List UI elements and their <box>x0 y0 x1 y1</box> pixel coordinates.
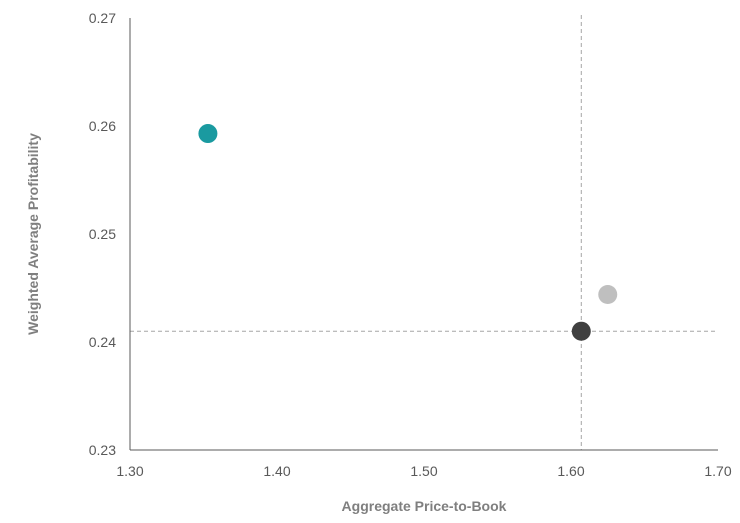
y-tick-label: 0.26 <box>89 118 116 134</box>
data-point <box>198 124 218 144</box>
y-tick-label: 0.25 <box>89 226 116 242</box>
y-tick-label: 0.23 <box>89 442 116 458</box>
y-axis-title: Weighted Average Profitability <box>25 133 41 335</box>
x-tick-label: 1.70 <box>704 463 731 479</box>
x-tick-label: 1.50 <box>410 463 437 479</box>
y-tick-label: 0.27 <box>89 10 116 26</box>
y-tick-label: 0.24 <box>89 334 116 350</box>
data-point <box>571 321 591 341</box>
x-tick-label: 1.60 <box>557 463 584 479</box>
x-axis-title: Aggregate Price-to-Book <box>342 498 507 514</box>
x-tick-label: 1.30 <box>116 463 143 479</box>
x-tick-label: 1.40 <box>263 463 290 479</box>
data-point <box>598 284 618 304</box>
